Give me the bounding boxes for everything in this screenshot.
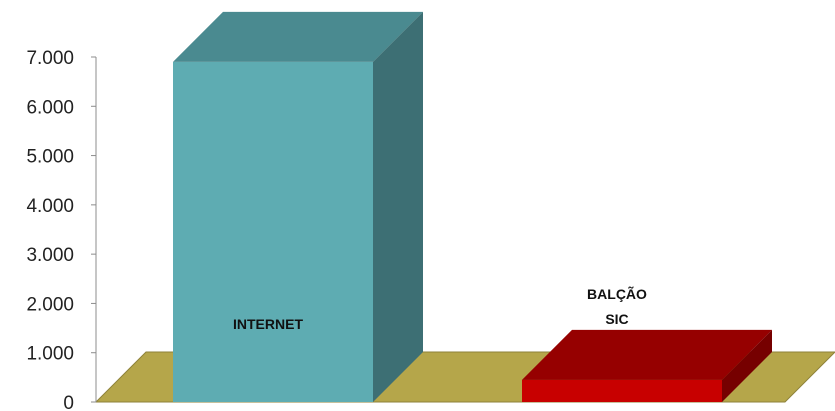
bar-front xyxy=(522,379,722,402)
y-tick-label: 4.000 xyxy=(26,196,74,217)
category-labels: INTERNET BALÇÃO SIC xyxy=(233,285,647,332)
bar-1 xyxy=(173,11,423,403)
bar-side xyxy=(722,329,772,402)
bar-side xyxy=(373,11,423,403)
category-label: BALÇÃO xyxy=(587,285,647,302)
y-tick-label: 3.000 xyxy=(26,245,74,266)
y-tick-label: 6.000 xyxy=(26,97,74,118)
bar-2 xyxy=(522,329,772,402)
y-tick-label: 5.000 xyxy=(26,147,74,168)
y-tick-label: 7.000 xyxy=(26,48,74,69)
category-label: INTERNET xyxy=(233,316,303,332)
bars xyxy=(173,11,772,403)
category-label: SIC xyxy=(605,311,628,327)
bar-top xyxy=(173,11,423,62)
y-tick-label: 2.000 xyxy=(26,294,74,315)
bar-top xyxy=(522,329,772,380)
y-axis-ticks: 0 1.000 2.000 3.000 4.000 5.000 6.000 7.000 xyxy=(26,48,96,411)
y-tick-label: 0 xyxy=(63,393,74,411)
y-tick-label: 1.000 xyxy=(26,344,74,365)
bar-front xyxy=(173,61,373,403)
